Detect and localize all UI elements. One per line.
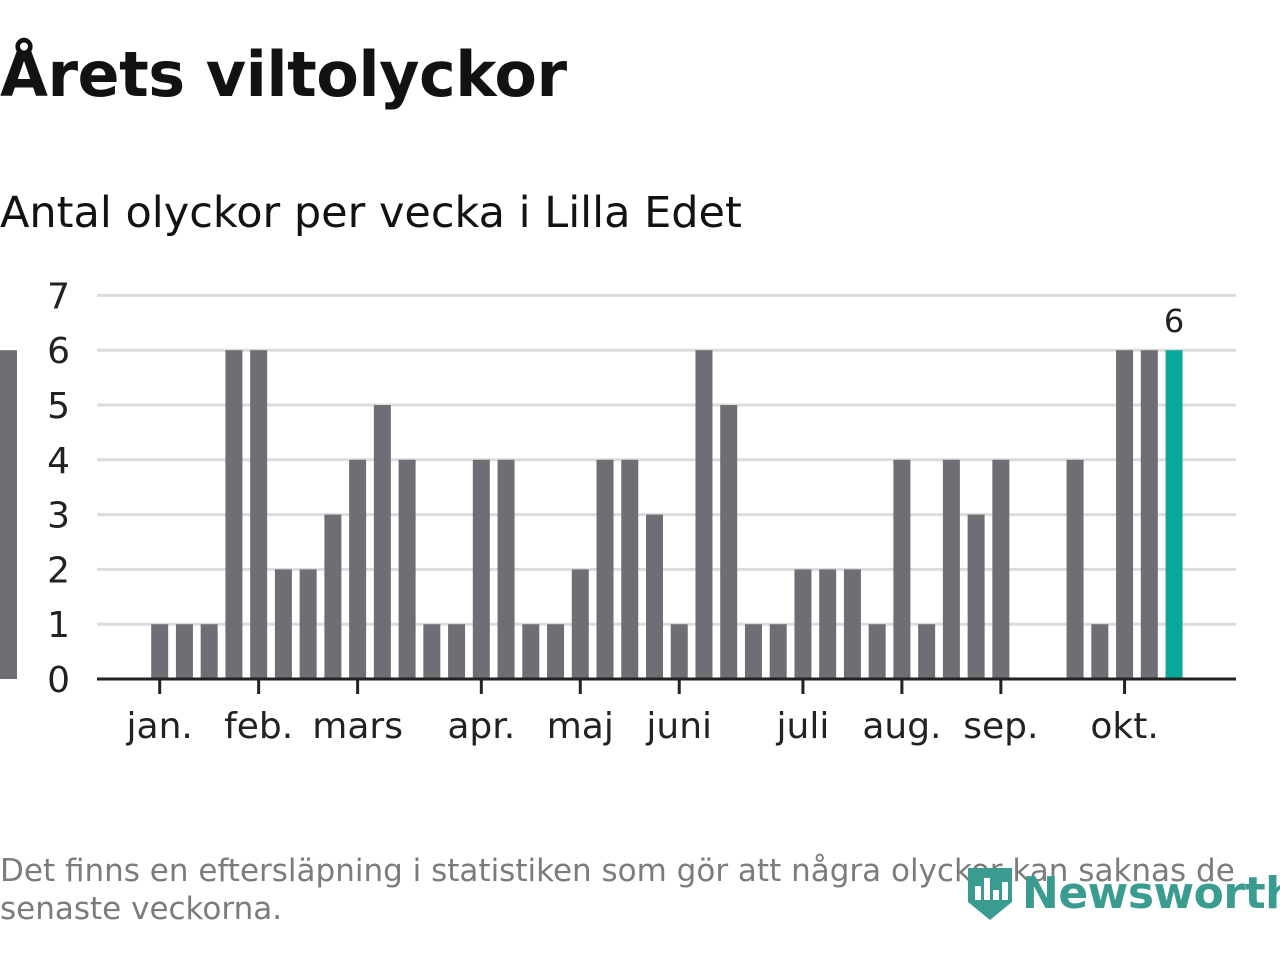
x-tick-label: sep. (963, 706, 1038, 747)
bar (695, 350, 713, 679)
bar (373, 405, 391, 679)
bar (274, 569, 292, 679)
bar (720, 405, 738, 679)
bar (868, 624, 886, 679)
x-axis: jan. feb. mars apr. maj juni juli aug. sep. okt. (97, 677, 1236, 747)
y-tick-label: 7 (47, 276, 70, 317)
y-tick-label: 5 (47, 386, 70, 427)
chart-subtitle: Antal olyckor per vecka i Lilla Edet (0, 188, 742, 238)
bar (893, 459, 911, 679)
y-tick-label: 1 (47, 605, 70, 646)
brand: Newsworthy (964, 862, 1280, 924)
bar (942, 459, 960, 679)
bar (819, 569, 837, 679)
bar (843, 569, 861, 679)
bar (967, 514, 985, 679)
y-tick-label: 6 (47, 331, 70, 372)
x-tick-label: juni (645, 706, 712, 747)
bar (670, 624, 688, 679)
bar (398, 459, 416, 679)
data-labels: 6 (1164, 302, 1184, 340)
x-tick-label: juli (776, 706, 830, 747)
bar (744, 624, 762, 679)
bar (175, 624, 193, 679)
gridlines (97, 293, 1236, 626)
x-tick-label: okt. (1090, 706, 1158, 747)
bar (1066, 459, 1084, 679)
x-tick-label: maj (547, 706, 614, 747)
bar (596, 459, 614, 679)
bar (769, 624, 787, 679)
bar (522, 624, 540, 679)
bar (1116, 350, 1134, 679)
data-label: 6 (1164, 302, 1184, 340)
bar (324, 514, 342, 679)
bar (547, 624, 565, 679)
bar (497, 459, 515, 679)
bar (992, 459, 1010, 679)
bar (423, 624, 441, 679)
x-tick-label: feb. (224, 706, 293, 747)
y-tick-label: 2 (47, 550, 70, 591)
bar (448, 624, 466, 679)
bar (0, 350, 17, 679)
bar (571, 569, 589, 679)
bar (621, 459, 639, 679)
y-tick-label: 3 (47, 496, 70, 537)
chart-title: Årets viltolyckor (0, 38, 567, 111)
x-tick-label: jan. (126, 706, 193, 747)
bar (918, 624, 936, 679)
y-axis-ticks: 0 1 2 3 4 5 6 7 (47, 276, 70, 701)
highlight-bar (1165, 350, 1183, 679)
bar (151, 624, 169, 679)
y-tick-label: 0 (47, 660, 70, 701)
x-tick-label: aug. (862, 706, 941, 747)
bar (349, 459, 367, 679)
bar (1091, 624, 1109, 679)
bar (1140, 350, 1158, 679)
brand-label: Newsworthy (1022, 867, 1280, 919)
bar (250, 350, 268, 679)
x-tick-label: mars (312, 706, 403, 747)
x-tick-label: apr. (447, 706, 515, 747)
bar (299, 569, 317, 679)
bar (200, 624, 218, 679)
bar (794, 569, 812, 679)
y-tick-label: 4 (47, 441, 70, 482)
bars (0, 350, 1183, 679)
footnote: Det finns en eftersläpning i statistiken… (0, 853, 1235, 927)
bar (472, 459, 490, 679)
newsworthy-logo-icon (968, 868, 1012, 920)
bar (225, 350, 243, 679)
bar (646, 514, 663, 679)
